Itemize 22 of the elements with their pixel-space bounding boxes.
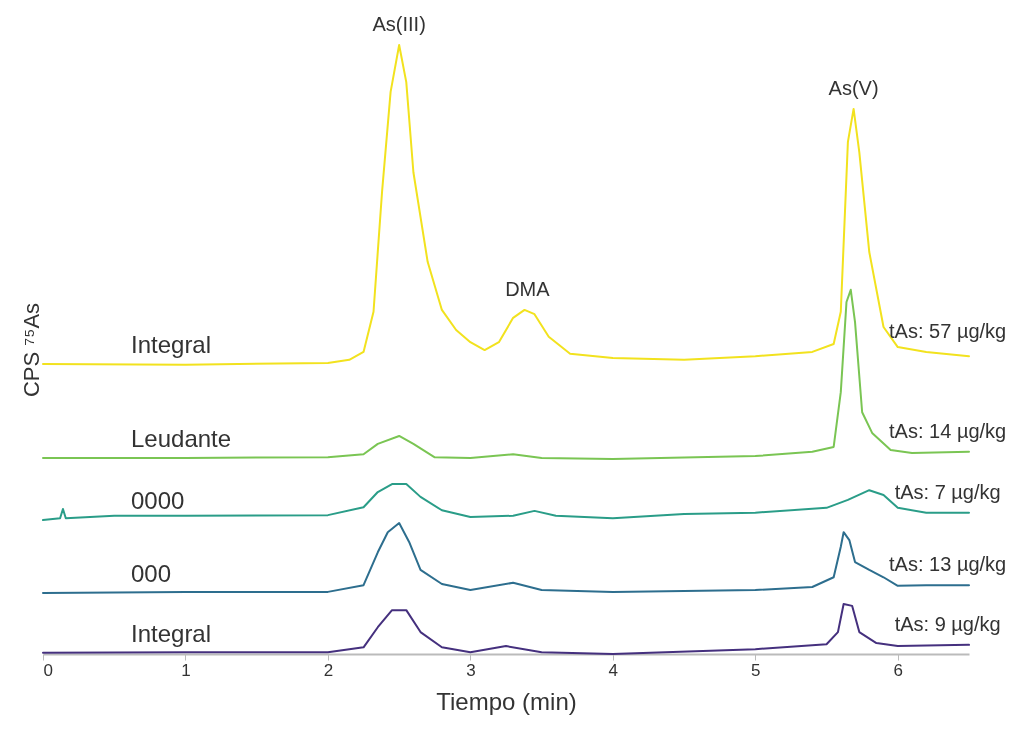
x-tick-label: 0 [43,660,53,680]
y-axis-title: CPS ⁷⁵As [18,302,44,398]
series-label: 000 [131,560,172,588]
annotation: tAs: 9 µg/kg [894,612,1001,635]
x-axis-title: Tiempo (min) [436,687,577,715]
x-tick-label: 3 [466,660,476,680]
annotation: tAs: 57 µg/kg [889,319,1007,342]
annotation: As(III) [372,13,426,35]
annotation: tAs: 14 µg/kg [889,419,1007,442]
x-tick-label: 2 [323,660,334,680]
annotation: tAs: 13 µg/kg [889,553,1007,576]
annotation: tAs: 7 µg/kg [894,480,1001,503]
x-tick-label: 1 [181,660,191,680]
series-label: 0000 [131,487,185,515]
series-label: Integral [131,619,212,647]
annotation: As(V) [828,76,879,99]
x-tick-label: 4 [608,660,619,680]
annotation: DMA [505,277,551,300]
x-tick-label: 6 [893,660,903,680]
series-label: Leudante [131,424,232,452]
series-label: Integral [131,331,212,359]
x-tick-label: 5 [751,660,761,680]
